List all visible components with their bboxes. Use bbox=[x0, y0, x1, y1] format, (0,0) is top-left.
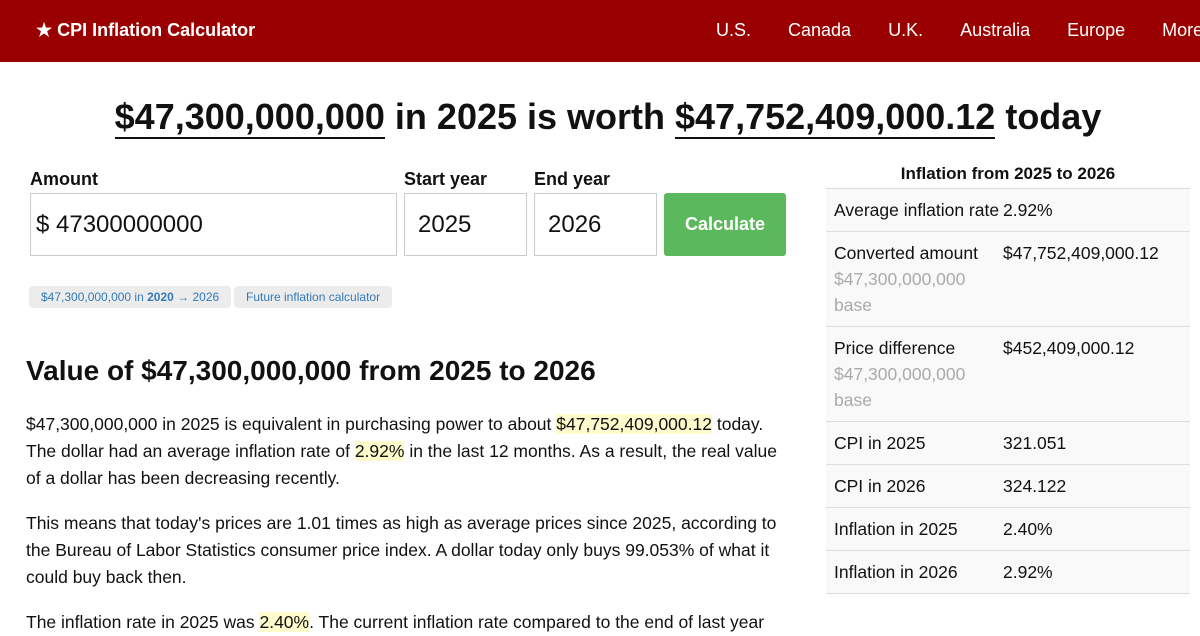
headline-end: today bbox=[995, 96, 1102, 137]
headline-mid: in 2025 is worth bbox=[384, 96, 676, 137]
end-year-label: End year bbox=[534, 169, 611, 189]
table-title: Inflation from 2025 to 2026 bbox=[826, 162, 1190, 189]
table-row: Average inflation rate 2.92% bbox=[826, 189, 1190, 232]
amount-label: Amount bbox=[30, 169, 98, 189]
pill-text: $47,300,000,000 in bbox=[41, 290, 148, 304]
nav-australia[interactable]: Australia bbox=[960, 20, 1031, 40]
calculate-button[interactable]: Calculate bbox=[664, 193, 786, 256]
inflation-summary-table: Inflation from 2025 to 2026 Average infl… bbox=[826, 162, 1190, 594]
pill-text: → 2026 bbox=[173, 290, 220, 304]
paragraph-1: $47,300,000,000 in 2025 is equivalent in… bbox=[26, 414, 778, 488]
nav-uk[interactable]: U.K. bbox=[888, 20, 924, 40]
end-year-input[interactable]: 2026 bbox=[534, 193, 657, 256]
table-row: Inflation in 2025 2.40% bbox=[826, 508, 1190, 551]
amount-input[interactable]: $ 47300000000 bbox=[30, 193, 397, 256]
paragraph-2: This means that today's prices are 1.01 … bbox=[26, 513, 777, 587]
start-year-label: Start year bbox=[404, 169, 488, 189]
table-row: CPI in 2025 321.051 bbox=[826, 422, 1190, 465]
table-row: Price difference $47,300,000,000 base $452… bbox=[826, 327, 1190, 422]
paragraph-3: The inflation rate in 2025 was 2.40%. Th… bbox=[26, 612, 765, 632]
future-calculator-link[interactable]: Future inflation calculator bbox=[234, 286, 393, 308]
start-year-input[interactable]: 2025 bbox=[404, 193, 527, 256]
related-link-2020[interactable]: $47,300,000,000 in 2020 → 2026 bbox=[29, 286, 232, 308]
page-title: $47,300,000,000 in 2025 is worth $47,752… bbox=[0, 96, 1200, 139]
table-row: Inflation in 2026 2.92% bbox=[826, 551, 1190, 594]
section-title: Value of $47,300,000,000 from 2025 to 20… bbox=[26, 355, 596, 386]
pill-year: 2020 bbox=[147, 290, 174, 304]
nav-us[interactable]: U.S. bbox=[716, 20, 752, 40]
headline-result: $47,752,409,000.12 bbox=[675, 96, 996, 139]
headline-amount: $47,300,000,000 bbox=[114, 96, 385, 139]
top-nav: ★ CPI Inflation Calculator U.S. Canada U… bbox=[0, 0, 1200, 62]
nav-europe[interactable]: Europe bbox=[1067, 20, 1126, 40]
nav-canada[interactable]: Canada bbox=[788, 20, 852, 40]
table-row: Converted amount $47,300,000,000 base $47,… bbox=[826, 232, 1190, 327]
nav-more[interactable]: More bbox=[1162, 20, 1200, 40]
table-row: CPI in 2026 324.122 bbox=[826, 465, 1190, 508]
brand-link[interactable]: ★ CPI Inflation Calculator bbox=[36, 20, 256, 40]
